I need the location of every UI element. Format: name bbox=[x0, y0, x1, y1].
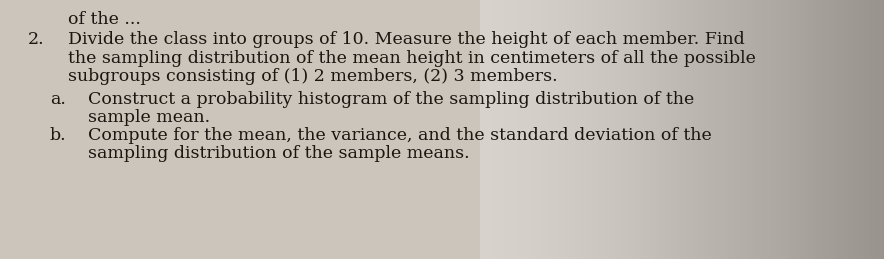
Text: sampling distribution of the sample means.: sampling distribution of the sample mean… bbox=[88, 145, 469, 162]
Text: of the ...: of the ... bbox=[68, 11, 141, 28]
Text: a.: a. bbox=[50, 91, 66, 108]
Text: the sampling distribution of the mean height in centimeters of all the possible: the sampling distribution of the mean he… bbox=[68, 50, 756, 67]
Text: 2.: 2. bbox=[28, 31, 44, 48]
Text: b.: b. bbox=[50, 127, 66, 144]
Text: Divide the class into groups of 10. Measure the height of each member. Find: Divide the class into groups of 10. Meas… bbox=[68, 31, 744, 48]
Text: subgroups consisting of (1) 2 members, (2) 3 members.: subgroups consisting of (1) 2 members, (… bbox=[68, 68, 558, 85]
Text: sample mean.: sample mean. bbox=[88, 109, 210, 126]
Text: Construct a probability histogram of the sampling distribution of the: Construct a probability histogram of the… bbox=[88, 91, 694, 108]
Text: Compute for the mean, the variance, and the standard deviation of the: Compute for the mean, the variance, and … bbox=[88, 127, 712, 144]
